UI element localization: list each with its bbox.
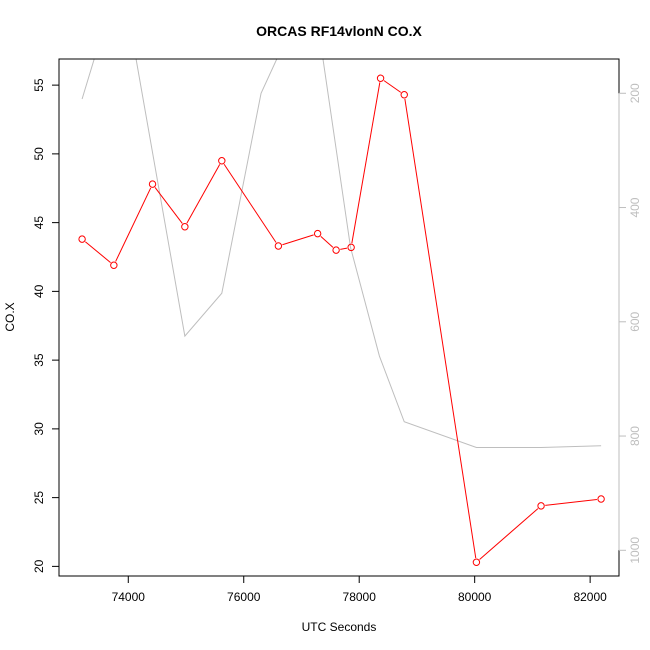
x-tick-label: 78000	[343, 590, 377, 604]
red-series-segment	[186, 164, 221, 224]
red-series-segment	[340, 247, 348, 250]
gray-series-line	[81, 59, 602, 448]
y-tick-label: 50	[32, 147, 46, 161]
red-series-point	[537, 502, 545, 510]
y-tick-label: 25	[32, 491, 46, 505]
y2-tick-label: 1000	[628, 537, 642, 564]
y2-tick-label: 800	[628, 426, 642, 446]
red-series-point	[110, 261, 118, 269]
red-series-segment	[85, 241, 111, 263]
x-axis-title: UTC Seconds	[302, 620, 377, 634]
red-series-segment	[479, 508, 539, 560]
x-tick-label: 74000	[112, 590, 146, 604]
red-series-point	[347, 243, 355, 252]
red-series-segment	[383, 80, 402, 93]
y2-tick-label: 400	[628, 197, 642, 217]
red-series-segment	[282, 234, 314, 246]
red-series-point	[376, 74, 385, 82]
series-gray	[81, 59, 602, 448]
y-tick-label: 20	[32, 559, 46, 573]
red-series-segment	[351, 82, 381, 244]
red-series-point	[181, 223, 189, 231]
red-series-point	[332, 246, 340, 254]
series-red	[78, 74, 605, 566]
y-axis-title: CO.X	[3, 302, 17, 331]
x-tick-label: 80000	[458, 590, 492, 604]
x-axis: 74000 76000 78000 80000 82000	[112, 575, 607, 604]
red-series-point	[472, 558, 481, 566]
x-tick-label: 82000	[573, 590, 607, 604]
red-series-point	[313, 229, 322, 238]
red-series-segment	[154, 187, 183, 224]
red-series-point	[218, 157, 226, 165]
plot-frame	[58, 58, 620, 577]
red-series-point	[148, 180, 157, 188]
red-series-point	[78, 235, 86, 243]
red-series-segment	[404, 98, 477, 559]
y-tick-label: 55	[32, 78, 46, 92]
chart-title: ORCAS RF14vlonN CO.X	[256, 23, 422, 39]
x-tick-label: 76000	[227, 590, 261, 604]
red-series-segment	[545, 498, 597, 506]
y-tick-label: 40	[32, 284, 46, 298]
red-series-point	[597, 495, 605, 503]
red-series-point	[274, 242, 283, 250]
y-tick-label: 35	[32, 353, 46, 367]
red-series-segment	[115, 187, 152, 262]
red-series-point	[400, 91, 408, 99]
red-series-segment	[320, 236, 334, 248]
y-tick-label: 45	[32, 216, 46, 230]
y2-axis: 200 400 600 800 1000	[618, 83, 642, 564]
y-axis: 20 25 30 35 40 45 50 55	[32, 78, 60, 573]
y-tick-label: 30	[32, 422, 46, 436]
red-series-segment	[223, 163, 277, 243]
y2-tick-label: 600	[628, 311, 642, 331]
y2-tick-label: 200	[628, 83, 642, 103]
